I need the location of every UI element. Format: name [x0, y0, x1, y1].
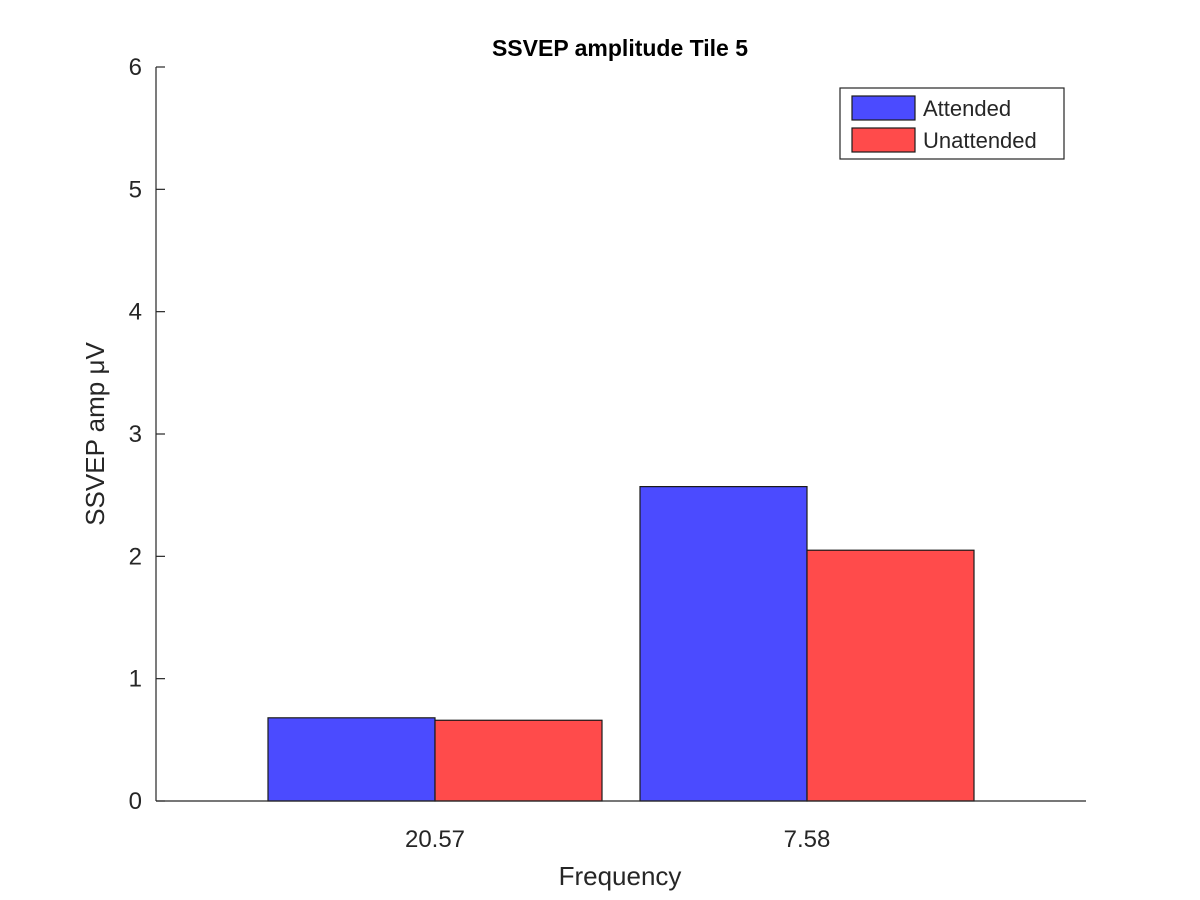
x-tick-label: 20.57: [405, 826, 465, 853]
legend-label-attended: Attended: [923, 96, 1011, 121]
legend: Attended Unattended: [839, 87, 1065, 160]
bar-attended-7.58: [639, 486, 808, 802]
y-tick-label: 5: [129, 176, 142, 203]
y-tick-label: 0: [129, 788, 142, 815]
bar-unattended-20.57: [434, 719, 603, 802]
bars-group: [267, 486, 975, 802]
y-ticks-group: 0 1 2 3 4 5 6: [129, 54, 165, 815]
x-axis-label: Frequency: [559, 861, 682, 891]
y-tick-label: 4: [129, 299, 142, 326]
x-tick-label: 7.58: [784, 826, 831, 853]
x-ticks-group: 20.57 7.58: [405, 792, 830, 853]
y-tick-label: 1: [129, 666, 142, 693]
legend-swatch-attended: [851, 95, 916, 121]
bar-attended-20.57: [267, 717, 436, 802]
legend-swatch-unattended: [851, 127, 916, 153]
legend-label-unattended: Unattended: [923, 128, 1037, 153]
y-tick-label: 3: [129, 421, 142, 448]
y-tick-label: 6: [129, 54, 142, 81]
y-tick-label: 2: [129, 543, 142, 570]
y-axis-label: SSVEP amp μV: [80, 342, 110, 526]
bar-unattended-7.58: [806, 549, 975, 802]
chart-title: SSVEP amplitude Tile 5: [492, 35, 748, 61]
